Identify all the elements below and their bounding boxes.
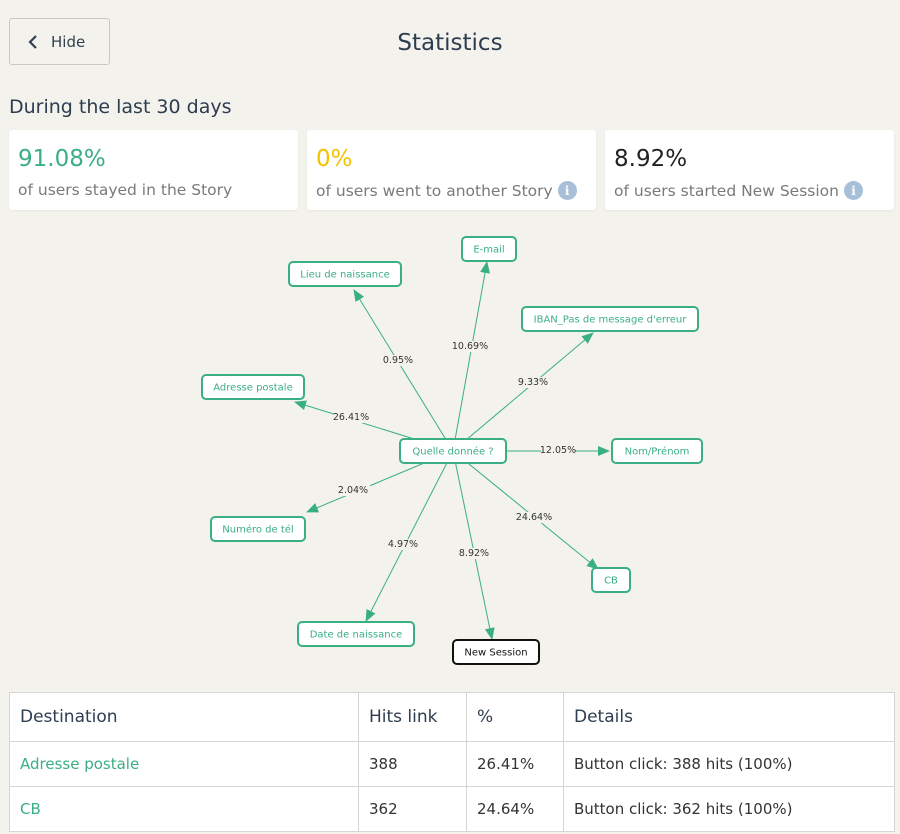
edge-arrow <box>452 261 490 452</box>
node-label: Adresse postale <box>213 383 292 394</box>
edge-percent-label: 2.04% <box>338 485 368 496</box>
table-row: CB 362 24.64% Button click: 362 hits (10… <box>9 786 895 832</box>
edge-label-background <box>336 485 370 496</box>
info-icon[interactable]: i <box>843 181 863 200</box>
node-label: Numéro de tél <box>222 524 293 536</box>
node-label: Lieu de naissance <box>300 270 389 281</box>
info-icon[interactable]: i <box>557 181 577 200</box>
node-box <box>452 639 540 665</box>
node-label: E-mail <box>473 245 504 256</box>
flow-graph: 0.95% 10.69% 9.33% 26.41% 12.05% 2.04% 24.64% 4… <box>201 236 703 665</box>
node-iban-pas-de-message-d-erreur[interactable]: IBAN_Pas de message d'erreur <box>521 306 699 332</box>
node-nom-prenom[interactable]: Nom/Prénom <box>611 438 703 464</box>
node-label: Nom/Prénom <box>625 446 690 458</box>
node-label: IBAN_Pas de message d'erreur <box>534 315 688 326</box>
table-row: Adresse postale 388 26.41% Button click:… <box>9 741 895 787</box>
stat-description: of users started New Session i <box>614 181 863 200</box>
node-cb[interactable]: CB <box>591 567 631 593</box>
period-label: During the last 30 days <box>9 96 232 118</box>
edge-percent-label: 8.92% <box>459 548 489 559</box>
table-header-row: Destination Hits link % Details <box>9 692 895 742</box>
node-box <box>288 261 402 287</box>
stat-value: 0% <box>316 146 353 172</box>
page-title: Statistics <box>397 30 503 56</box>
stat-description: of users stayed in the Story <box>18 181 233 199</box>
percent-cell: 26.41% <box>466 741 564 787</box>
column-header-details: Details <box>563 692 895 742</box>
chevron-left-icon <box>28 34 37 49</box>
edge-percent-label: 24.64% <box>516 512 552 523</box>
edge-arrow <box>452 450 495 640</box>
node-box <box>611 438 703 464</box>
node-label: CB <box>604 576 618 587</box>
stat-value: 91.08% <box>18 146 106 172</box>
edge-percent-label: 9.33% <box>518 377 548 388</box>
edge-cb: 24.64% <box>452 450 599 570</box>
details-cell: Button click: 388 hits (100%) <box>563 741 895 787</box>
stat-card-new-session: 8.92% of users started New Session i <box>605 130 894 210</box>
edge-percent-label: 4.97% <box>388 539 418 550</box>
node-box <box>591 567 631 593</box>
node-box <box>210 516 306 542</box>
edge-percent-label: 0.95% <box>383 355 413 366</box>
edge-label-background <box>453 341 487 352</box>
node-box <box>399 438 507 464</box>
edge-percent-label: 26.41% <box>333 412 369 423</box>
edge-arrow <box>365 450 454 622</box>
edge-label-background <box>334 412 368 423</box>
node-box <box>521 306 699 332</box>
edge-label-background <box>457 548 491 559</box>
node-numero-de-tel[interactable]: Numéro de tél <box>210 516 306 542</box>
percent-cell: 24.64% <box>466 786 564 832</box>
hits-cell: 362 <box>358 786 467 832</box>
node-date-de-naissance[interactable]: Date de naissance <box>297 621 415 647</box>
node-label: Quelle donnée ? <box>412 446 493 458</box>
node-new-session[interactable]: New Session <box>452 639 540 665</box>
edge-percent-label: 12.05% <box>540 445 576 456</box>
column-header-percent: % <box>466 692 564 742</box>
hide-button-label: Hide <box>51 32 86 51</box>
destination-link[interactable]: CB <box>9 786 359 832</box>
destination-link[interactable]: Adresse postale <box>9 741 359 787</box>
edge-arrow <box>353 289 454 452</box>
node-box <box>201 374 305 400</box>
node-center[interactable]: Quelle donnée ? <box>399 438 507 464</box>
edge-lieu-de-naissance: 0.95% <box>353 289 454 452</box>
edge-arrow <box>452 332 594 452</box>
edge-label-background <box>386 539 420 550</box>
edge-label-background <box>381 355 415 366</box>
hits-cell: 388 <box>358 741 467 787</box>
stat-description: of users went to another Story i <box>316 181 577 200</box>
edge-label-background <box>517 512 551 523</box>
edge-arrow <box>452 450 599 570</box>
column-header-hits: Hits link <box>358 692 467 742</box>
edge-e-mail: 10.69% <box>452 261 490 452</box>
column-header-destination: Destination <box>9 692 359 742</box>
node-box <box>297 621 415 647</box>
node-adresse-postale[interactable]: Adresse postale <box>201 374 305 400</box>
node-lieu-de-naissance[interactable]: Lieu de naissance <box>288 261 402 287</box>
stat-card-other-story: 0% of users went to another Story i <box>307 130 596 210</box>
node-label: Date de naissance <box>310 630 403 641</box>
stat-card-stayed: 91.08% of users stayed in the Story <box>9 130 298 210</box>
edge-iban-pas-de-message-d-erreur: 9.33% <box>452 332 594 452</box>
hide-button[interactable]: Hide <box>9 18 110 65</box>
destinations-table: Destination Hits link % Details Adresse … <box>9 692 895 832</box>
edge-label-background <box>516 377 550 388</box>
node-e-mail[interactable]: E-mail <box>461 236 517 262</box>
node-label: New Session <box>464 648 527 659</box>
edge-percent-label: 10.69% <box>452 341 488 352</box>
node-box <box>461 236 517 262</box>
edge-label-background <box>541 445 575 456</box>
stat-value: 8.92% <box>614 146 688 172</box>
details-cell: Button click: 362 hits (100%) <box>563 786 895 832</box>
edge-new-session: 8.92% <box>452 450 495 640</box>
edge-date-de-naissance: 4.97% <box>365 450 454 622</box>
